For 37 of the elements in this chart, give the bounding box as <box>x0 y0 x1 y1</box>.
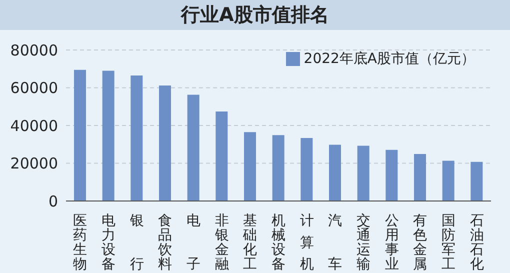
bar <box>102 70 114 201</box>
bar <box>414 154 426 201</box>
bar <box>187 94 200 201</box>
bar <box>130 75 143 201</box>
x-tick-label: 石油石化 <box>470 213 484 272</box>
category-label: 电子 <box>186 213 200 272</box>
x-tick-label: 医药生物 <box>73 213 88 272</box>
legend-label: 2022年底A股市值（亿元） <box>304 51 475 67</box>
bar <box>216 112 228 201</box>
bar <box>442 160 454 201</box>
x-tick-label: 食品饮料 <box>157 213 172 272</box>
x-tick-label: 公用事业 <box>384 213 399 272</box>
bar <box>470 162 483 201</box>
bar <box>329 144 341 201</box>
x-tick-label: 电力设备 <box>102 213 116 272</box>
x-tick-label: 国防军工 <box>442 213 456 272</box>
x-tick-label: 非银金融 <box>214 213 229 272</box>
y-tick-label: 40000 <box>10 116 58 135</box>
x-tick-label: 机械设备 <box>272 213 286 272</box>
x-tick-label: 交通运输 <box>356 213 370 272</box>
bar <box>386 150 398 201</box>
bar <box>244 132 256 201</box>
y-tick-label: 0 <box>48 192 58 210</box>
y-tick-label: 20000 <box>10 154 58 173</box>
x-tick-label: 有色金属 <box>413 213 428 272</box>
bar <box>272 135 284 201</box>
y-tick-label: 80000 <box>10 41 58 60</box>
bar <box>300 138 313 201</box>
bar <box>357 146 370 201</box>
bar <box>159 85 171 201</box>
x-tick-label: 计算机 <box>300 213 314 272</box>
bar <box>74 70 86 201</box>
x-tick-label: 基础化工 <box>242 213 258 272</box>
y-tick-label: 60000 <box>10 79 58 98</box>
chart-title: 行业A股市值排名 <box>0 0 510 30</box>
category-label: 银行 <box>130 213 144 272</box>
category-label: 汽车 <box>328 213 342 272</box>
